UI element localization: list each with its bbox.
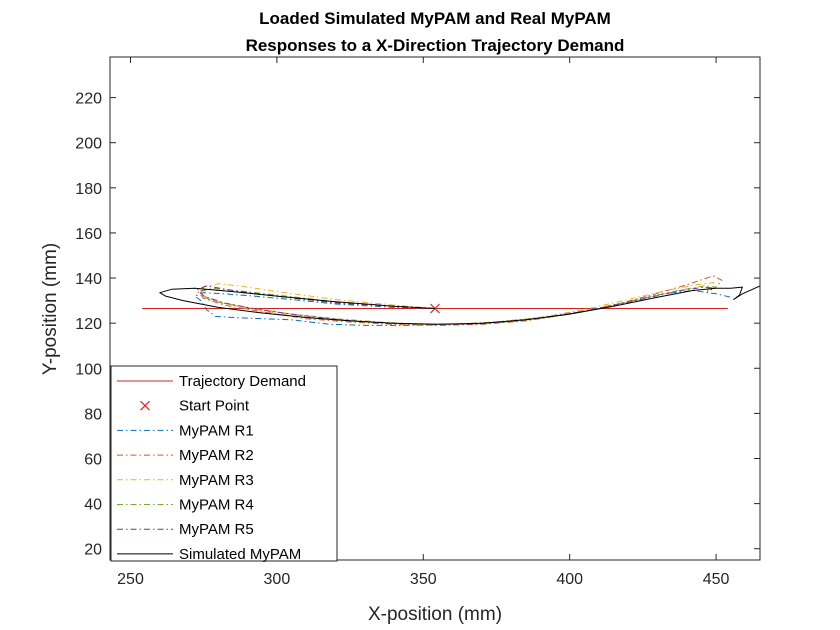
legend-label: Trajectory Demand	[179, 373, 306, 390]
series-layer	[142, 275, 760, 326]
x-axis-label: X-position (mm)	[368, 604, 502, 625]
y-tick-label: 40	[84, 497, 102, 514]
legend-label: MyPAM R5	[179, 521, 254, 538]
y-tick-label: 20	[84, 542, 102, 559]
legend-item: MyPAM R1	[117, 422, 254, 439]
legend-label: MyPAM R2	[179, 447, 254, 464]
y-tick-label: 140	[75, 271, 102, 288]
legend-label: Simulated MyPAM	[179, 546, 301, 563]
legend-item: Simulated MyPAM	[117, 546, 301, 563]
legend-item: MyPAM R2	[117, 447, 254, 464]
y-tick-label: 120	[75, 316, 102, 333]
legend-label: MyPAM R4	[179, 497, 254, 514]
y-axis-label: Y-position (mm)	[40, 243, 61, 375]
legend-label: MyPAM R3	[179, 472, 254, 489]
legend-swatch	[140, 400, 150, 411]
series-line-simulated-mypam	[159, 285, 760, 325]
x-tick-label: 350	[410, 571, 437, 588]
x-tick-label: 450	[703, 571, 730, 588]
x-axis: 250 300 350 400 450	[117, 57, 730, 588]
y-tick-label: 60	[84, 451, 102, 468]
legend-item: Trajectory Demand	[117, 373, 306, 390]
chart-title-line-2: Responses to a X-Direction Trajectory De…	[246, 36, 625, 55]
legend-box	[110, 365, 338, 562]
legend-item: MyPAM R3	[117, 472, 254, 489]
x-tick-label: 300	[264, 571, 291, 588]
y-tick-label: 220	[75, 91, 102, 108]
y-axis: 20 40 60 80 100 120 140 160 180 200 220	[75, 91, 760, 559]
y-tick-label: 180	[75, 181, 102, 198]
legend-item: Start Point	[140, 398, 250, 415]
plot-frame	[109, 56, 761, 561]
chart-title-line-1: Loaded Simulated MyPAM and Real MyPAM	[259, 9, 611, 28]
legend-label: MyPAM R1	[179, 422, 254, 439]
legend-item: MyPAM R4	[117, 497, 254, 514]
legend-item: MyPAM R5	[117, 521, 254, 538]
y-tick-label: 80	[84, 406, 102, 423]
x-tick-label: 250	[117, 571, 144, 588]
series-line-mypam-r3	[200, 282, 717, 325]
y-tick-label: 100	[75, 361, 102, 378]
legend-label: Start Point	[179, 398, 250, 415]
x-tick-label: 400	[556, 571, 583, 588]
y-tick-label: 200	[75, 136, 102, 153]
legend: Trajectory Demand Start Point MyPAM R1 MyPA…	[110, 365, 338, 563]
series-line-mypam-r4	[200, 285, 717, 325]
y-tick-label: 160	[75, 226, 102, 243]
